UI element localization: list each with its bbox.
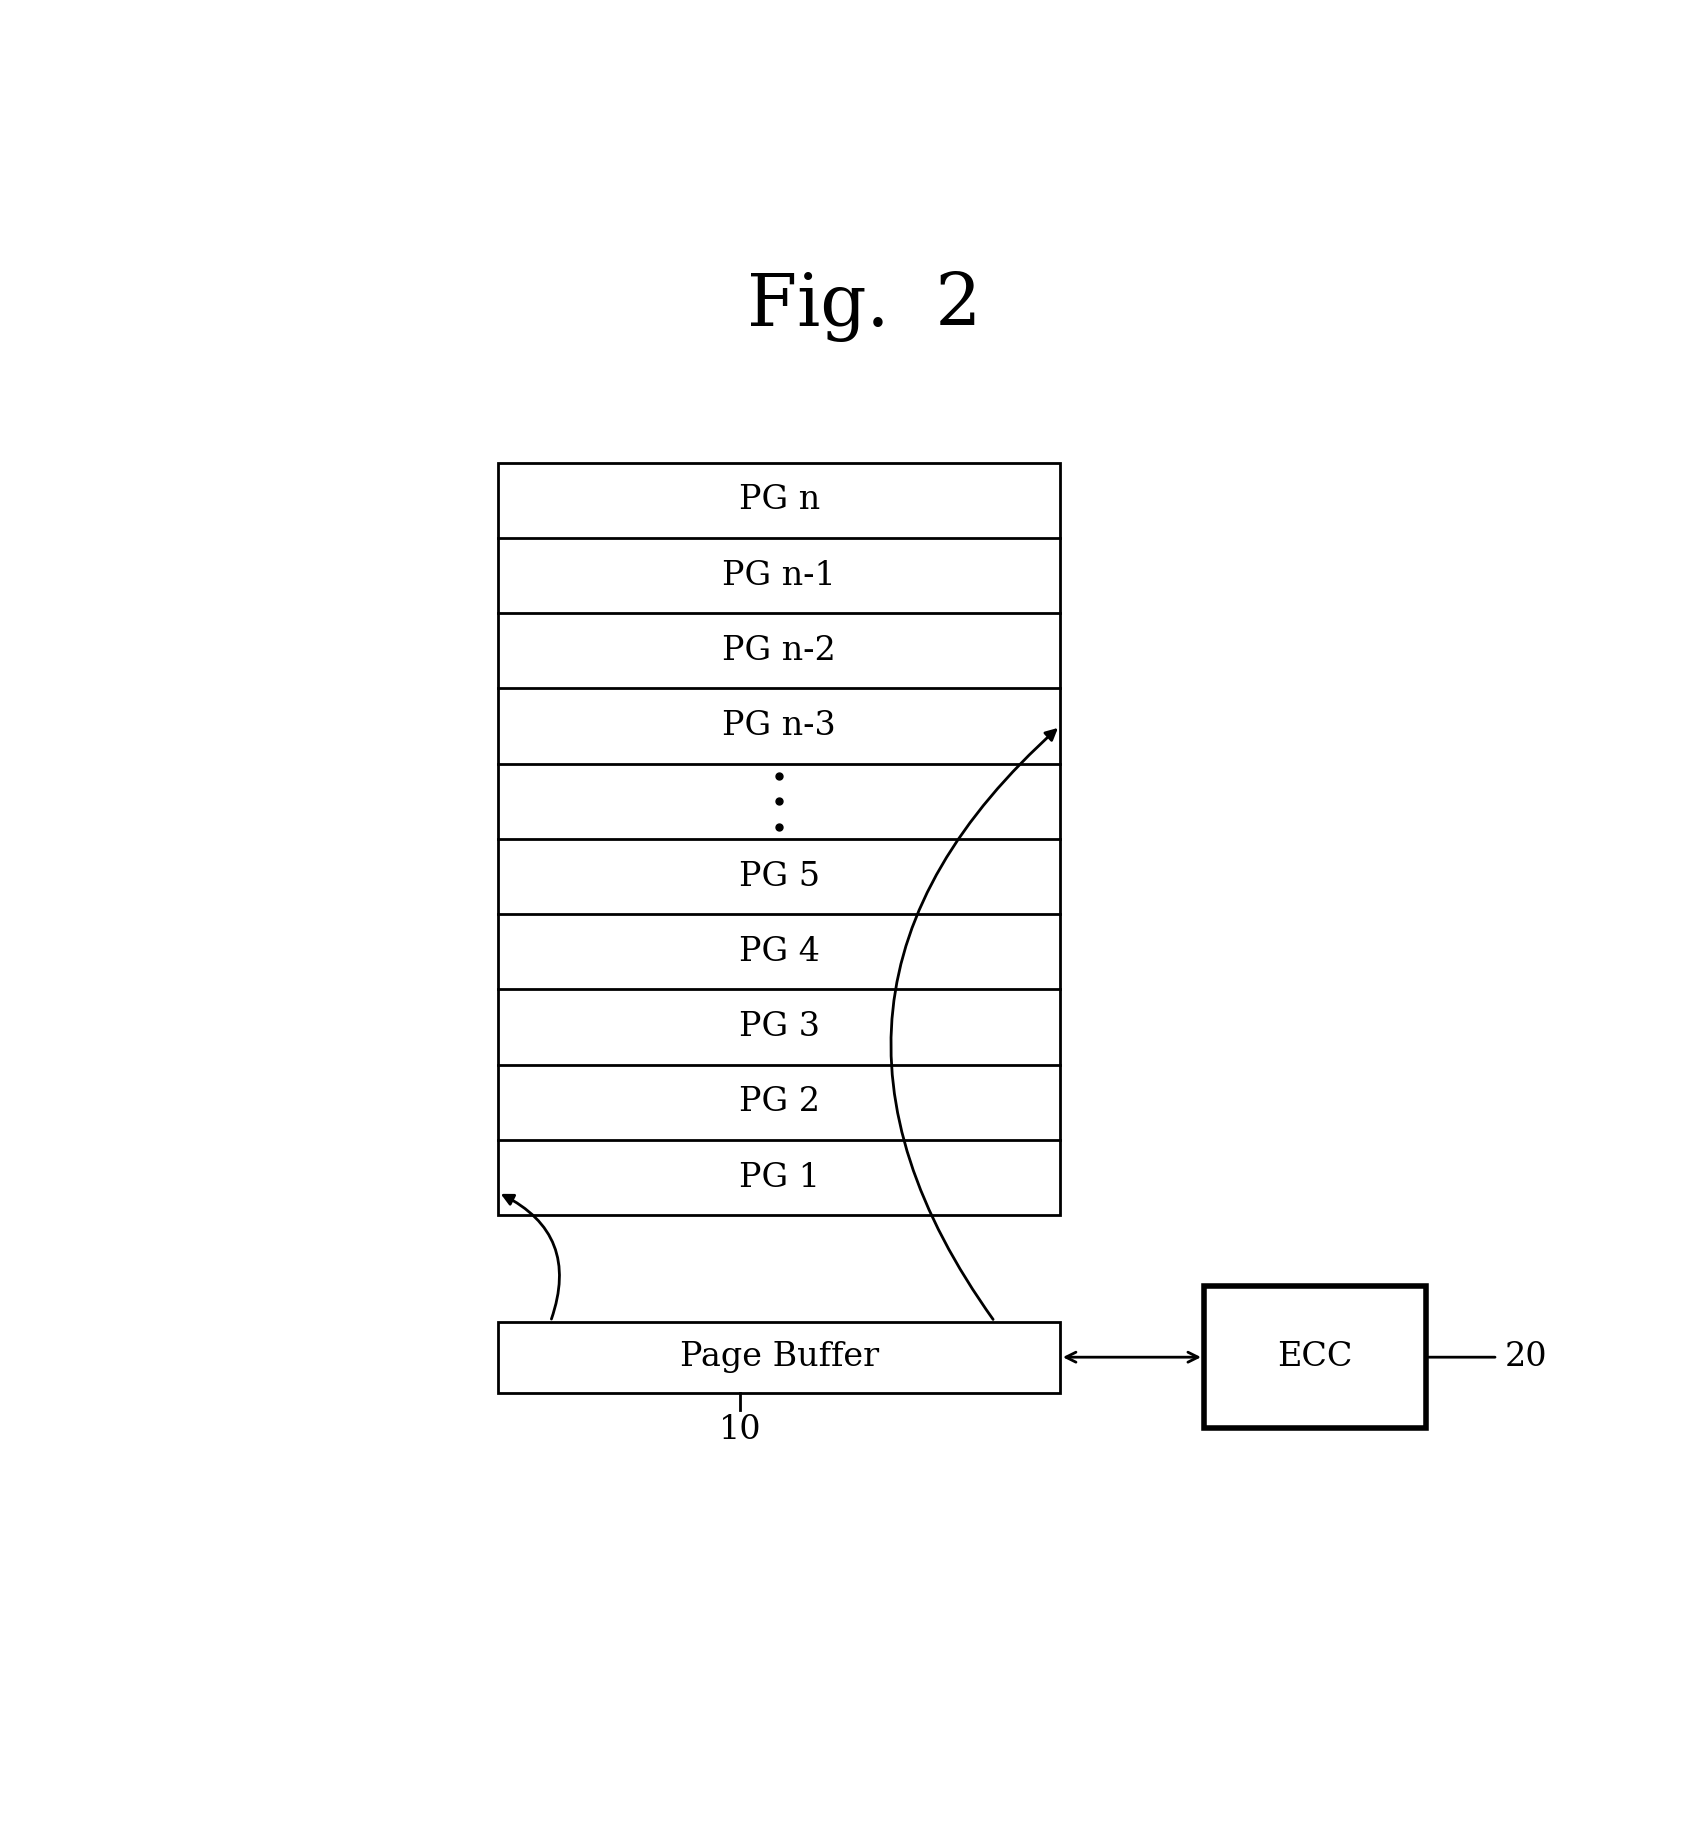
Text: 10: 10 [718, 1414, 762, 1446]
Text: ECC: ECC [1278, 1341, 1352, 1374]
Text: PG 5: PG 5 [738, 861, 819, 892]
Text: PG 1: PG 1 [738, 1162, 819, 1193]
Text: Fig.  2: Fig. 2 [747, 271, 981, 341]
Text: Page Buffer: Page Buffer [679, 1341, 878, 1374]
Text: PG n-3: PG n-3 [722, 710, 836, 741]
Bar [499, 1322, 1060, 1392]
Bar [499, 463, 1060, 1215]
Bar [1204, 1287, 1426, 1427]
Text: 20: 20 [1504, 1341, 1548, 1374]
Text: PG 2: PG 2 [738, 1086, 819, 1117]
Text: PG 3: PG 3 [738, 1011, 819, 1044]
Text: PG n: PG n [738, 485, 819, 516]
Text: PG n-1: PG n-1 [722, 559, 836, 592]
Text: PG n-2: PG n-2 [722, 634, 836, 668]
Text: PG 4: PG 4 [738, 935, 819, 968]
